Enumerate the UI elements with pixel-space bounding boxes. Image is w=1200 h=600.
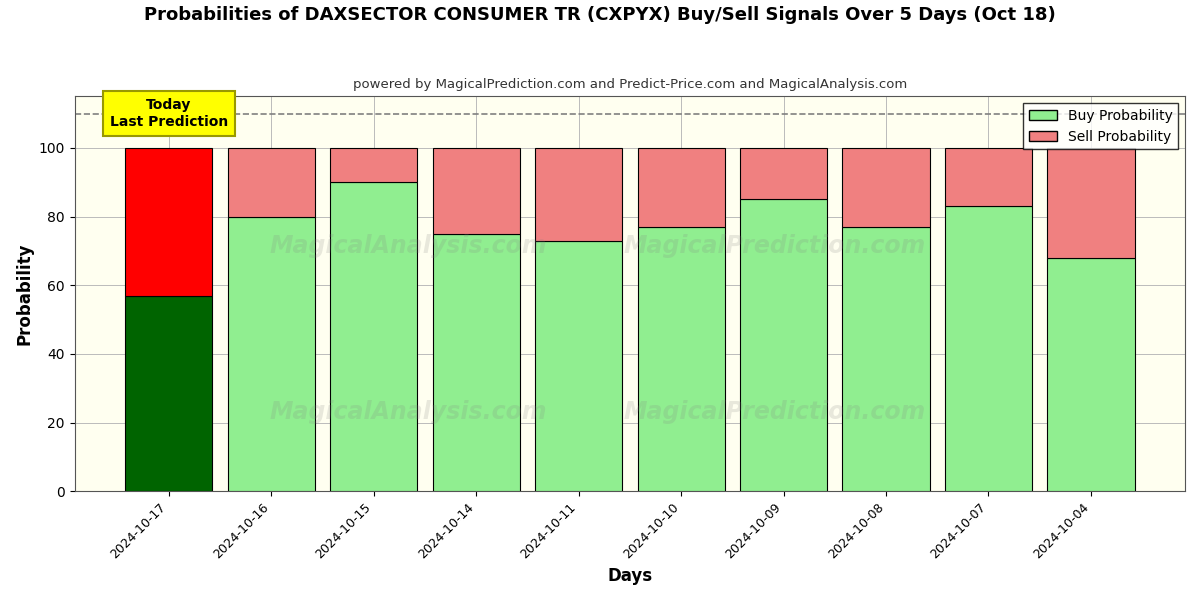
Text: Today
Last Prediction: Today Last Prediction — [109, 98, 228, 128]
Bar — [330, 182, 418, 491]
Bar — [944, 206, 1032, 491]
Title: powered by MagicalPrediction.com and Predict-Price.com and MagicalAnalysis.com: powered by MagicalPrediction.com and Pre… — [353, 78, 907, 91]
Text: MagicalAnalysis.com: MagicalAnalysis.com — [269, 235, 546, 259]
Bar — [842, 148, 930, 227]
Bar — [228, 148, 314, 217]
X-axis label: Days: Days — [607, 567, 653, 585]
Legend: Buy Probability, Sell Probability: Buy Probability, Sell Probability — [1024, 103, 1178, 149]
Text: Probabilities of DAXSECTOR CONSUMER TR (CXPYX) Buy/Sell Signals Over 5 Days (Oct: Probabilities of DAXSECTOR CONSUMER TR (… — [144, 6, 1056, 24]
Bar — [535, 241, 622, 491]
Bar — [740, 148, 827, 199]
Bar — [1048, 148, 1134, 258]
Bar — [740, 199, 827, 491]
Bar — [330, 148, 418, 182]
Text: MagicalAnalysis.com: MagicalAnalysis.com — [269, 400, 546, 424]
Bar — [535, 148, 622, 241]
Bar — [637, 148, 725, 227]
Bar — [637, 227, 725, 491]
Bar — [125, 296, 212, 491]
Bar — [1048, 258, 1134, 491]
Bar — [944, 148, 1032, 206]
Bar — [432, 148, 520, 234]
Bar — [432, 234, 520, 491]
Bar — [125, 148, 212, 296]
Text: MagicalPrediction.com: MagicalPrediction.com — [623, 235, 925, 259]
Bar — [842, 227, 930, 491]
Text: MagicalPrediction.com: MagicalPrediction.com — [623, 400, 925, 424]
Bar — [228, 217, 314, 491]
Y-axis label: Probability: Probability — [16, 242, 34, 345]
